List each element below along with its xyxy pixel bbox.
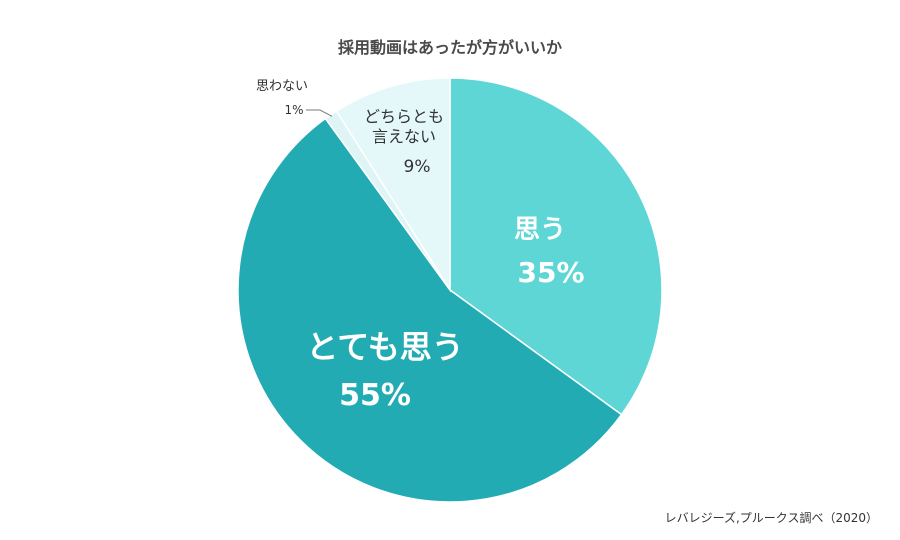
- slice-value-0: 35%: [517, 256, 584, 289]
- slice-label-3-line-0: どちらとも: [364, 107, 444, 126]
- pie-slice-0: [449, 77, 663, 416]
- slice-label-2: 思わない: [256, 79, 308, 94]
- slice-value-2: 1%: [284, 103, 303, 117]
- slice-label-0: 思う: [514, 215, 566, 245]
- chart-title: 採用動画はあったが方がいいか: [337, 38, 562, 57]
- pie-slice-1: [237, 117, 623, 503]
- leader-line-2: [306, 109, 333, 117]
- slice-value-1: 55%: [339, 378, 411, 413]
- slice-value-3: 9%: [404, 157, 431, 177]
- pie-slice-3: [335, 77, 451, 293]
- source-note: レバレジーズ,プルークス調べ（2020）: [664, 511, 878, 525]
- slice-label-3-line-1: 言えない: [372, 127, 436, 146]
- slice-label-1: とても思う: [306, 328, 463, 366]
